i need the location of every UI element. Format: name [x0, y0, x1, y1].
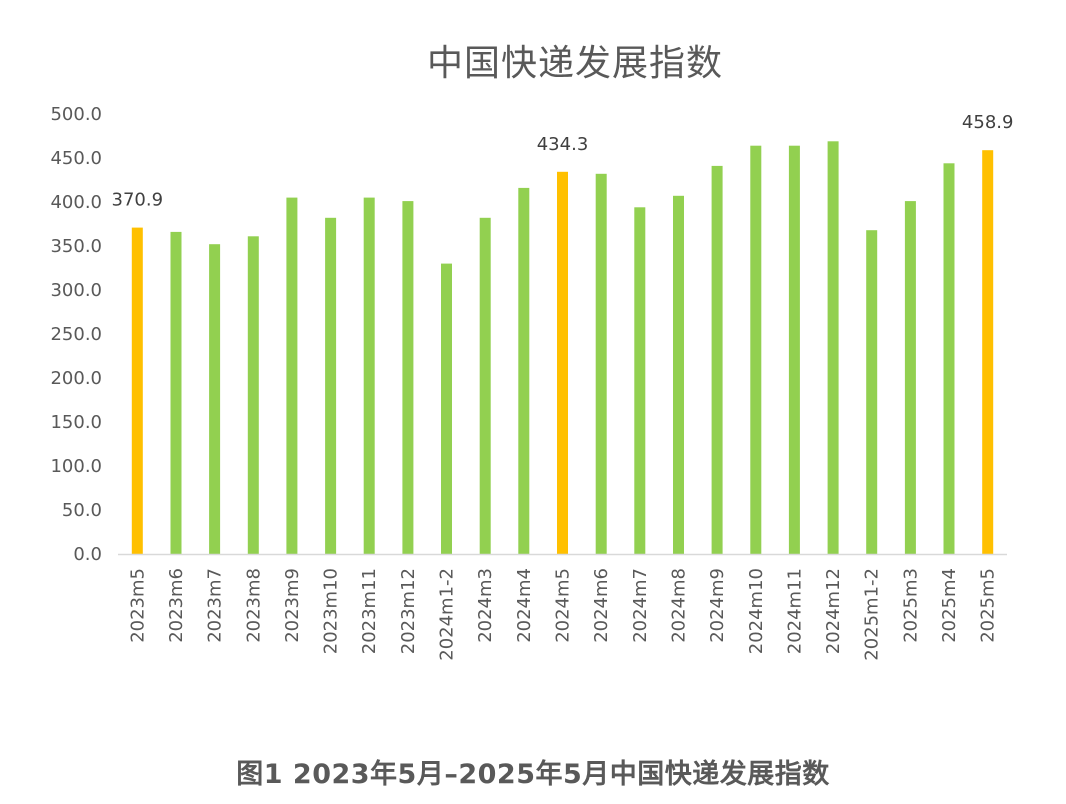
y-tick-label: 100.0 — [50, 456, 102, 477]
bar-2024m9 — [711, 165, 723, 554]
x-tick-label: 2023m7 — [205, 568, 226, 643]
bars — [131, 141, 994, 555]
x-axis-ticks: 2023m5 2023m6 2023m7 2023m8 2023m9 2023m10 202… — [127, 568, 998, 661]
x-tick-label: 2024m5 — [553, 568, 574, 643]
x-tick-label: 2023m9 — [282, 568, 303, 643]
y-tick-label: 50.0 — [62, 500, 102, 521]
x-tick-label: 2024m6 — [591, 568, 612, 643]
bar-2023m8 — [247, 236, 259, 555]
x-tick-label: 2024m8 — [669, 568, 690, 643]
x-tick-label: 2024m4 — [514, 568, 535, 643]
x-tick-label: 2024m3 — [475, 568, 496, 643]
figure-caption: 图1 2023年5月–2025年5月中国快递发展指数 — [236, 759, 830, 790]
x-tick-label: 2024m7 — [630, 568, 651, 643]
bar-2023m12 — [402, 201, 414, 554]
bar-2024m7 — [634, 207, 646, 555]
bar-2025m3 — [904, 201, 916, 554]
data-label: 434.3 — [537, 134, 589, 155]
bar-2024m6 — [595, 173, 607, 555]
y-tick-label: 400.0 — [50, 192, 102, 213]
y-tick-label: 300.0 — [50, 280, 102, 301]
data-label: 370.9 — [112, 190, 164, 211]
bar-2024m12 — [827, 141, 839, 555]
y-tick-label: 150.0 — [50, 412, 102, 433]
x-tick-label: 2023m10 — [321, 568, 342, 654]
bar-2024m11 — [788, 145, 800, 554]
x-tick-label: 2024m11 — [784, 568, 805, 654]
x-tick-label: 2025m5 — [978, 568, 999, 643]
x-tick-label: 2024m1-2 — [437, 568, 458, 661]
x-tick-label: 2024m12 — [823, 568, 844, 654]
y-axis-ticks: 0.0 50.0 100.0 150.0 200.0 250.0 300.0 350.0 400… — [50, 104, 102, 565]
x-tick-label: 2023m8 — [243, 568, 264, 643]
data-labels: 370.9 434.3 458.9 — [112, 112, 1014, 210]
y-tick-label: 350.0 — [50, 236, 102, 257]
x-tick-label: 2025m3 — [900, 568, 921, 643]
bar-2025m1-2 — [866, 230, 878, 554]
bar-2023m9 — [286, 197, 298, 554]
bar-2024m1-2 — [441, 263, 452, 554]
bar-chart: 0.0 50.0 100.0 150.0 200.0 250.0 300.0 350.0 400… — [50, 104, 1014, 661]
bar-2025m5 — [982, 150, 994, 554]
x-tick-label: 2025m4 — [939, 568, 960, 643]
y-tick-label: 250.0 — [50, 324, 102, 345]
bar-2024m3 — [479, 217, 491, 555]
x-tick-label: 2023m11 — [359, 568, 380, 654]
data-label: 458.9 — [962, 112, 1014, 133]
x-tick-label: 2025m1-2 — [862, 568, 883, 661]
bar-2023m10 — [325, 217, 337, 555]
x-tick-label: 2023m6 — [166, 568, 187, 643]
bar-2023m6 — [170, 231, 182, 554]
y-tick-label: 450.0 — [50, 148, 102, 169]
bar-2024m8 — [673, 195, 684, 555]
chart-title: 中国快递发展指数 — [426, 43, 723, 84]
y-tick-label: 500.0 — [50, 104, 102, 125]
x-tick-label: 2023m5 — [127, 568, 148, 643]
bar-2023m11 — [363, 197, 375, 554]
bar-2023m5 — [131, 227, 143, 554]
bar-2023m7 — [209, 244, 221, 554]
x-tick-label: 2023m12 — [398, 568, 419, 654]
bar-2024m5 — [557, 171, 568, 555]
y-tick-label: 200.0 — [50, 368, 102, 389]
bar-2024m4 — [518, 187, 530, 554]
x-tick-label: 2024m9 — [707, 568, 728, 643]
y-tick-label: 0.0 — [73, 544, 102, 565]
bar-2025m4 — [943, 163, 955, 555]
x-tick-label: 2024m10 — [746, 568, 767, 654]
bar-2024m10 — [750, 145, 762, 554]
